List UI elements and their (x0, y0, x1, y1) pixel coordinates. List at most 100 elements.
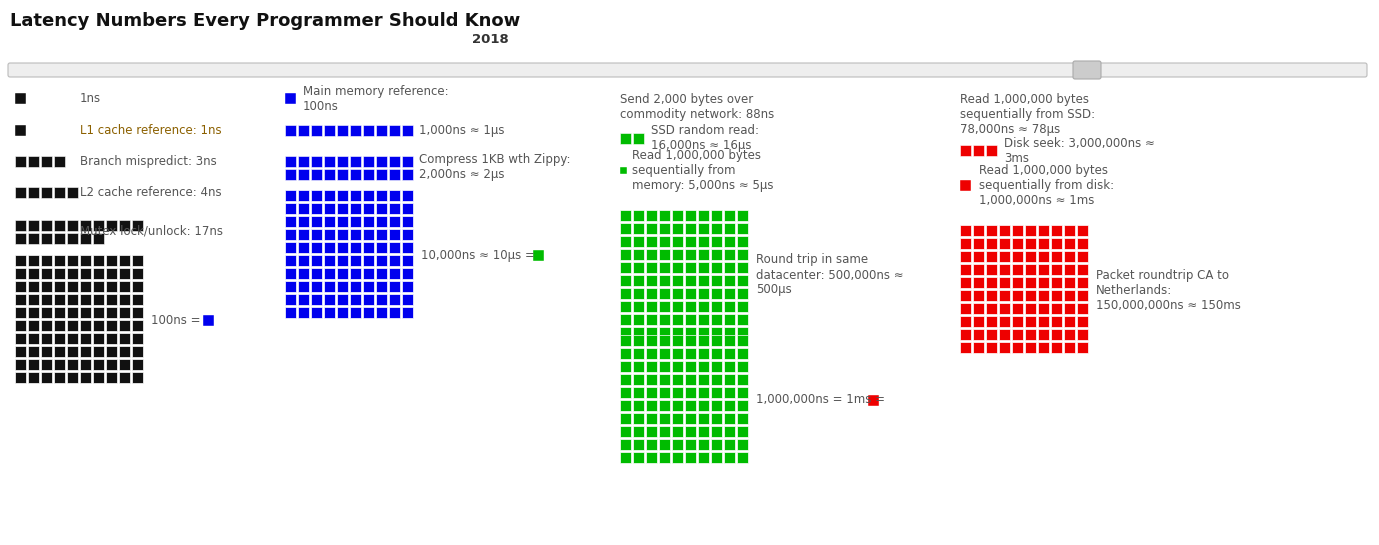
Bar (312, 281, 323, 292)
Bar (92, 294, 103, 305)
Text: 1,000,000ns = 1ms =: 1,000,000ns = 1ms = (756, 393, 888, 407)
Bar (685, 361, 696, 372)
Bar (132, 307, 143, 318)
Bar (986, 264, 997, 275)
Bar (672, 223, 683, 234)
Bar (1077, 316, 1088, 327)
Bar (28, 333, 39, 344)
Bar (645, 374, 656, 385)
Bar (724, 327, 735, 338)
Bar (336, 156, 348, 167)
Bar (986, 329, 997, 340)
Bar (698, 314, 709, 325)
Bar (376, 229, 387, 240)
Bar (1065, 290, 1076, 301)
Bar (376, 203, 387, 214)
Bar (376, 216, 387, 227)
Bar (1012, 238, 1023, 249)
Bar (389, 190, 400, 201)
Bar (336, 229, 348, 240)
Bar (68, 187, 79, 198)
Bar (698, 335, 709, 346)
Bar (350, 268, 361, 279)
Bar (285, 190, 296, 201)
Bar (15, 125, 26, 136)
Bar (960, 251, 971, 262)
Bar (389, 216, 400, 227)
Bar (645, 361, 656, 372)
Bar (621, 314, 632, 325)
Bar (68, 320, 79, 331)
Bar (621, 327, 632, 338)
Bar (645, 348, 656, 359)
Bar (80, 281, 91, 292)
Bar (633, 275, 644, 286)
Bar (363, 281, 374, 292)
Bar (645, 223, 656, 234)
Bar (41, 233, 52, 244)
Bar (724, 348, 735, 359)
Bar (298, 125, 309, 136)
Bar (1025, 303, 1036, 314)
Bar (41, 156, 52, 167)
Bar (28, 220, 39, 231)
Bar (685, 301, 696, 312)
Bar (1077, 290, 1088, 301)
Bar (389, 307, 400, 318)
Text: Read 1,000,000 bytes
sequentially from SSD:
78,000ns ≈ 78μs: Read 1,000,000 bytes sequentially from S… (960, 93, 1095, 136)
Bar (285, 294, 296, 305)
Bar (376, 268, 387, 279)
Bar (672, 400, 683, 411)
Bar (28, 268, 39, 279)
Bar (119, 268, 130, 279)
Bar (712, 249, 723, 260)
Bar (685, 413, 696, 424)
Bar (736, 223, 747, 234)
Text: Branch mispredict: 3ns: Branch mispredict: 3ns (80, 155, 217, 168)
Bar (312, 268, 323, 279)
Bar (621, 335, 632, 346)
Bar (336, 242, 348, 253)
Bar (974, 329, 985, 340)
Bar (724, 301, 735, 312)
Bar (633, 249, 644, 260)
Bar (41, 294, 52, 305)
Text: Round trip in same
datacenter: 500,000ns ≈
500μs: Round trip in same datacenter: 500,000ns… (756, 253, 903, 296)
Bar (672, 314, 683, 325)
Bar (645, 387, 656, 398)
Bar (960, 264, 971, 275)
Bar (336, 281, 348, 292)
Bar (736, 275, 747, 286)
Text: 1,000ns ≈ 1μs: 1,000ns ≈ 1μs (419, 124, 505, 137)
Bar (621, 400, 632, 411)
Bar (633, 327, 644, 338)
Bar (712, 426, 723, 437)
Bar (350, 294, 361, 305)
Bar (685, 327, 696, 338)
Bar (698, 348, 709, 359)
Bar (324, 281, 335, 292)
Bar (15, 281, 26, 292)
Bar (363, 229, 374, 240)
Bar (672, 288, 683, 299)
Bar (363, 216, 374, 227)
Bar (68, 359, 79, 370)
Bar (645, 413, 656, 424)
Bar (974, 145, 985, 156)
Bar (106, 307, 117, 318)
Bar (1051, 290, 1062, 301)
Bar (645, 400, 656, 411)
Bar (974, 342, 985, 353)
Bar (724, 210, 735, 221)
Bar (312, 307, 323, 318)
Bar (350, 190, 361, 201)
Bar (724, 314, 735, 325)
Bar (15, 307, 26, 318)
Bar (1038, 316, 1049, 327)
Bar (1038, 251, 1049, 262)
Bar (685, 236, 696, 247)
Bar (672, 374, 683, 385)
Bar (633, 314, 644, 325)
Bar (736, 249, 747, 260)
Bar (363, 190, 374, 201)
